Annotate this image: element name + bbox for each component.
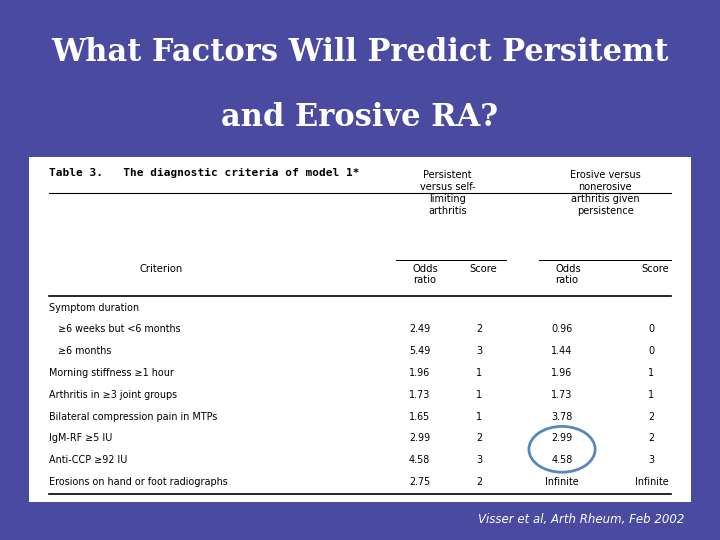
Text: Arthritis in ≥3 joint groups: Arthritis in ≥3 joint groups (49, 390, 177, 400)
Text: 2: 2 (476, 477, 482, 487)
Text: 1: 1 (649, 390, 654, 400)
FancyBboxPatch shape (25, 155, 695, 504)
Text: 2.75: 2.75 (409, 477, 431, 487)
Text: 0.96: 0.96 (552, 325, 572, 334)
Text: What Factors Will Predict Persitemt: What Factors Will Predict Persitemt (51, 37, 669, 69)
Text: ≥6 weeks but <6 months: ≥6 weeks but <6 months (49, 325, 180, 334)
Text: and Erosive RA?: and Erosive RA? (222, 103, 498, 133)
Text: Persistent
versus self-
limiting
arthritis: Persistent versus self- limiting arthrit… (420, 171, 476, 217)
Text: Visser et al, Arth Rheum, Feb 2002: Visser et al, Arth Rheum, Feb 2002 (477, 514, 684, 526)
Text: 1: 1 (476, 411, 482, 422)
Text: Infinite: Infinite (634, 477, 668, 487)
Text: 2: 2 (476, 325, 482, 334)
Text: 2: 2 (649, 411, 654, 422)
Text: IgM-RF ≥5 IU: IgM-RF ≥5 IU (49, 434, 112, 443)
Text: 4.58: 4.58 (409, 455, 431, 465)
Text: 2.99: 2.99 (409, 434, 431, 443)
Text: Score: Score (642, 264, 670, 274)
Text: Anti-CCP ≥92 IU: Anti-CCP ≥92 IU (49, 455, 127, 465)
Text: 1.73: 1.73 (552, 390, 572, 400)
Text: 3: 3 (476, 455, 482, 465)
Text: Table 3.   The diagnostic criteria of model 1*: Table 3. The diagnostic criteria of mode… (49, 167, 359, 178)
Text: Odds
ratio: Odds ratio (555, 264, 581, 285)
Text: Erosions on hand or foot radiographs: Erosions on hand or foot radiographs (49, 477, 228, 487)
Text: Odds
ratio: Odds ratio (413, 264, 438, 285)
Text: Bilateral compression pain in MTPs: Bilateral compression pain in MTPs (49, 411, 217, 422)
Text: 1.96: 1.96 (552, 368, 572, 378)
Text: Symptom duration: Symptom duration (49, 302, 139, 313)
Text: 0: 0 (649, 325, 654, 334)
Text: Erosive versus
nonerosive
arthritis given
persistence: Erosive versus nonerosive arthritis give… (570, 171, 641, 217)
Text: Morning stiffness ≥1 hour: Morning stiffness ≥1 hour (49, 368, 174, 378)
Text: 3: 3 (649, 455, 654, 465)
Text: 5.49: 5.49 (409, 346, 431, 356)
Text: 1: 1 (476, 390, 482, 400)
Text: 2: 2 (649, 434, 654, 443)
Text: 1: 1 (649, 368, 654, 378)
Text: Infinite: Infinite (545, 477, 579, 487)
Text: 4.58: 4.58 (552, 455, 572, 465)
Text: 2.49: 2.49 (409, 325, 431, 334)
Text: 1: 1 (476, 368, 482, 378)
Text: 1.73: 1.73 (409, 390, 431, 400)
Text: 2: 2 (476, 434, 482, 443)
Text: 3.78: 3.78 (552, 411, 572, 422)
Text: 1.44: 1.44 (552, 346, 572, 356)
Text: Criterion: Criterion (140, 264, 183, 274)
Text: ≥6 months: ≥6 months (49, 346, 111, 356)
Text: 1.96: 1.96 (409, 368, 431, 378)
Text: 0: 0 (649, 346, 654, 356)
Text: 2.99: 2.99 (552, 434, 572, 443)
Text: Score: Score (469, 264, 497, 274)
Text: 3: 3 (476, 346, 482, 356)
Text: 1.65: 1.65 (409, 411, 431, 422)
